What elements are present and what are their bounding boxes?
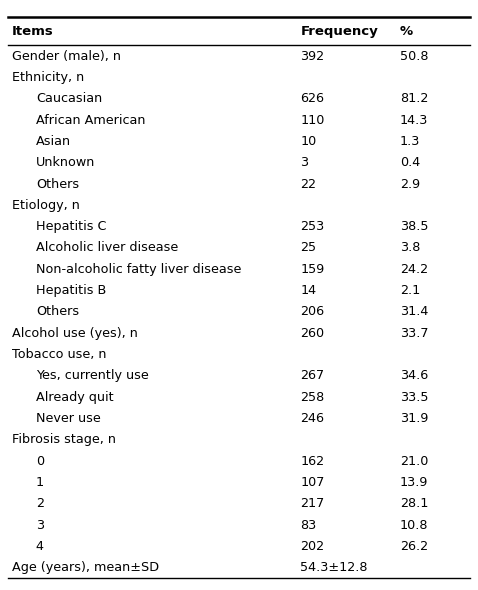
Text: 246: 246 — [300, 412, 325, 425]
Text: 21.0: 21.0 — [400, 455, 428, 468]
Text: 13.9: 13.9 — [400, 476, 428, 489]
Text: 38.5: 38.5 — [400, 220, 428, 233]
Text: 626: 626 — [300, 92, 325, 105]
Text: 31.9: 31.9 — [400, 412, 428, 425]
Text: 107: 107 — [300, 476, 325, 489]
Text: Hepatitis C: Hepatitis C — [36, 220, 106, 233]
Text: Gender (male), n: Gender (male), n — [12, 50, 121, 63]
Text: Items: Items — [12, 25, 54, 38]
Text: Never use: Never use — [36, 412, 100, 425]
Text: 33.5: 33.5 — [400, 391, 428, 404]
Text: 2: 2 — [36, 497, 44, 510]
Text: 392: 392 — [300, 50, 325, 63]
Text: 10.8: 10.8 — [400, 519, 428, 532]
Text: Others: Others — [36, 306, 79, 319]
Text: 22: 22 — [300, 178, 316, 191]
Text: Asian: Asian — [36, 135, 71, 148]
Text: 14.3: 14.3 — [400, 113, 428, 127]
Text: Hepatitis B: Hepatitis B — [36, 284, 106, 297]
Text: 50.8: 50.8 — [400, 50, 428, 63]
Text: 159: 159 — [300, 263, 325, 276]
Text: Alcoholic liver disease: Alcoholic liver disease — [36, 241, 178, 254]
Text: 83: 83 — [300, 519, 316, 532]
Text: 81.2: 81.2 — [400, 92, 428, 105]
Text: 253: 253 — [300, 220, 325, 233]
Text: Fibrosis stage, n: Fibrosis stage, n — [12, 434, 116, 447]
Text: Caucasian: Caucasian — [36, 92, 102, 105]
Text: 0.4: 0.4 — [400, 156, 420, 169]
Text: 3: 3 — [300, 156, 308, 169]
Text: Age (years), mean±SD: Age (years), mean±SD — [12, 561, 159, 574]
Text: %: % — [400, 25, 413, 38]
Text: 258: 258 — [300, 391, 325, 404]
Text: 217: 217 — [300, 497, 325, 510]
Text: 28.1: 28.1 — [400, 497, 428, 510]
Text: African American: African American — [36, 113, 145, 127]
Text: 0: 0 — [36, 455, 44, 468]
Text: Etiology, n: Etiology, n — [12, 199, 80, 212]
Text: 34.6: 34.6 — [400, 369, 428, 382]
Text: 24.2: 24.2 — [400, 263, 428, 276]
Text: Already quit: Already quit — [36, 391, 113, 404]
Text: Ethnicity, n: Ethnicity, n — [12, 71, 85, 84]
Text: 33.7: 33.7 — [400, 327, 428, 340]
Text: 54.3±12.8: 54.3±12.8 — [300, 561, 368, 574]
Text: 3.8: 3.8 — [400, 241, 420, 254]
Text: Yes, currently use: Yes, currently use — [36, 369, 149, 382]
Text: 2.9: 2.9 — [400, 178, 420, 191]
Text: Alcohol use (yes), n: Alcohol use (yes), n — [12, 327, 138, 340]
Text: 206: 206 — [300, 306, 325, 319]
Text: 1: 1 — [36, 476, 44, 489]
Text: 10: 10 — [300, 135, 316, 148]
Text: 1.3: 1.3 — [400, 135, 420, 148]
Text: 202: 202 — [300, 540, 325, 553]
Text: Non-alcoholic fatty liver disease: Non-alcoholic fatty liver disease — [36, 263, 241, 276]
Text: Others: Others — [36, 178, 79, 191]
Text: 3: 3 — [36, 519, 44, 532]
Text: 14: 14 — [300, 284, 316, 297]
Text: Tobacco use, n: Tobacco use, n — [12, 348, 107, 361]
Text: 25: 25 — [300, 241, 316, 254]
Text: Unknown: Unknown — [36, 156, 95, 169]
Text: 110: 110 — [300, 113, 325, 127]
Text: 260: 260 — [300, 327, 325, 340]
Text: Frequency: Frequency — [300, 25, 378, 38]
Text: 4: 4 — [36, 540, 44, 553]
Text: 2.1: 2.1 — [400, 284, 420, 297]
Text: 26.2: 26.2 — [400, 540, 428, 553]
Text: 31.4: 31.4 — [400, 306, 428, 319]
Text: 267: 267 — [300, 369, 325, 382]
Text: 162: 162 — [300, 455, 325, 468]
